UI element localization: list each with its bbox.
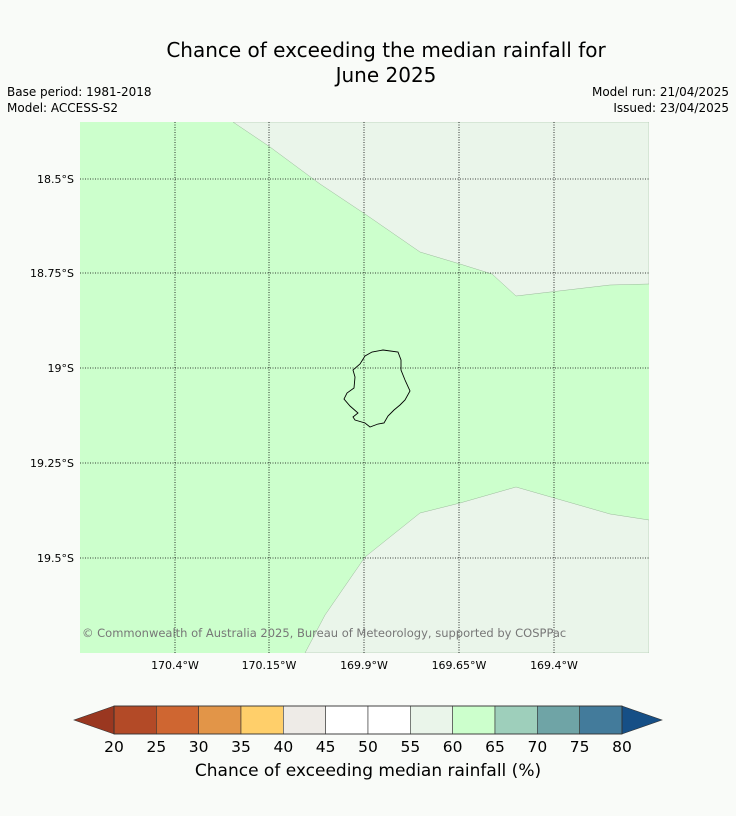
- colorbar-segment-30-35: [198, 705, 242, 735]
- colorbar-segment-40-45: [283, 705, 326, 735]
- lat-label-18-75: 18.75°S: [30, 267, 74, 280]
- model-name: Model: ACCESS-S2: [7, 101, 119, 115]
- colorbar-segment-20-25: [113, 705, 157, 735]
- colorbar-tick-20: 20: [104, 738, 124, 756]
- model-run: Model run: 21/04/2025: [591, 85, 729, 99]
- colorbar-segment-65-70: [494, 705, 538, 735]
- map-title: Chance of exceeding the median rainfall …: [0, 38, 736, 88]
- colorbar-tick-70: 70: [527, 738, 547, 756]
- colorbar-segment-25-30: [156, 705, 199, 735]
- colorbar-label: Chance of exceeding median rainfall (%): [194, 761, 542, 781]
- colorbar-tick-60: 60: [443, 738, 463, 756]
- colorbar-tick-80: 80: [612, 738, 632, 756]
- title-line-2: June 2025: [335, 63, 437, 87]
- meta-right: Model run: 21/04/2025 Issued: 23/04/2025: [592, 84, 729, 116]
- map-panel: 18.5°S 18.75°S 19°S 19.25°S 19.5°S 170.4…: [30, 122, 649, 672]
- gridlines: [80, 122, 649, 653]
- colorbar-segment-60-65: [452, 705, 496, 735]
- colorbar-segment-75-80: [579, 705, 623, 735]
- colorbar-tick-40: 40: [273, 738, 293, 756]
- colorbar-tick-65: 65: [485, 738, 505, 756]
- colorbar-segment-55-60: [410, 705, 453, 735]
- colorbar-ticks: 20 25 30 35 40 45 50 55 60 65 70 75 80: [104, 738, 632, 756]
- colorbar-over-arrow: [621, 705, 663, 735]
- colorbar-segment-70-75: [537, 705, 580, 735]
- colorbar-under-arrow: [73, 705, 115, 735]
- colorbar-tick-25: 25: [146, 738, 166, 756]
- colorbar-frame: [113, 705, 623, 735]
- lat-label-19: 19°S: [48, 362, 74, 375]
- lon-label-169-9: 169.9°W: [340, 659, 388, 672]
- region-55-60-south: [304, 486, 649, 653]
- colorbar-tick-75: 75: [570, 738, 590, 756]
- lat-label-19-5: 19.5°S: [37, 552, 74, 565]
- colorbar-segment-50-55: [367, 705, 411, 735]
- colorbar-tick-30: 30: [189, 738, 209, 756]
- lon-label-170-15: 170.15°W: [242, 659, 297, 672]
- lat-label-19-25: 19.25°S: [30, 457, 74, 470]
- colorbar-segment-35-40: [240, 705, 284, 735]
- lon-label-170-4: 170.4°W: [151, 659, 199, 672]
- region-55-60-north: [232, 122, 649, 297]
- lon-label-169-65: 169.65°W: [432, 659, 487, 672]
- colorbar-segment-45-50: [325, 705, 369, 735]
- lat-label-18-5: 18.5°S: [37, 173, 74, 186]
- issued-date: Issued: 23/04/2025: [613, 101, 729, 115]
- colorbar-segments: [113, 705, 623, 735]
- island-outline: [343, 349, 411, 428]
- colorbar-tick-50: 50: [358, 738, 378, 756]
- base-period: Base period: 1981-2018: [7, 85, 152, 99]
- meta-left: Base period: 1981-2018 Model: ACCESS-S2: [7, 84, 152, 116]
- lon-label-169-4: 169.4°W: [530, 659, 578, 672]
- colorbar-tick-55: 55: [400, 738, 420, 756]
- title-line-1: Chance of exceeding the median rainfall …: [166, 38, 606, 62]
- colorbar-tick-45: 45: [316, 738, 336, 756]
- colorbar-tick-35: 35: [231, 738, 251, 756]
- copyright-notice: © Commonwealth of Australia 2025, Bureau…: [82, 626, 566, 640]
